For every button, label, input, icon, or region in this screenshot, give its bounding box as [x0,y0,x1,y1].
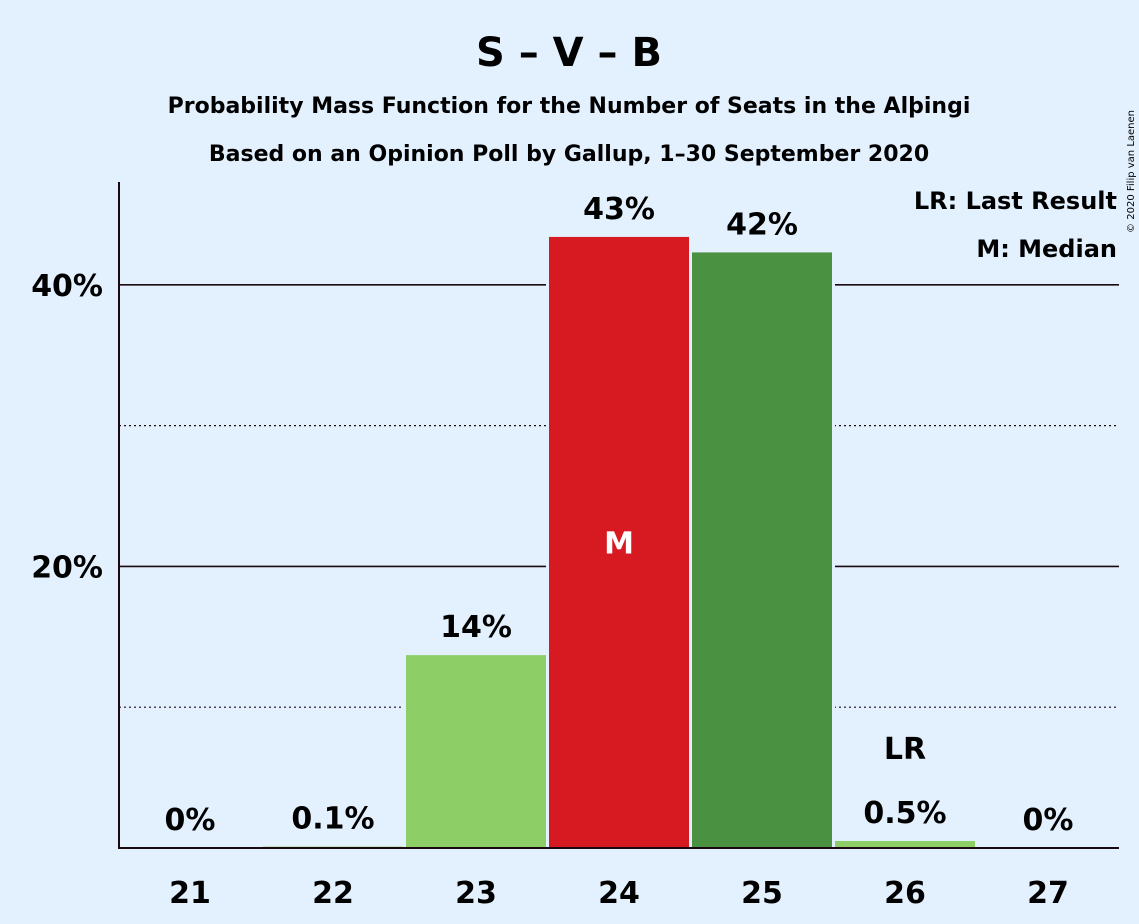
legend-last-result: LR: Last Result [914,187,1117,215]
chart-subtitle-poll: Based on an Opinion Poll by Gallup, 1–30… [209,142,929,167]
bars [260,234,978,849]
x-tick-label: 27 [1027,876,1069,911]
value-label: 0.5% [863,796,946,831]
y-tick-label: 20% [31,550,103,585]
copyright-note: © 2020 Filip van Laenen [1126,110,1137,233]
value-label: 0% [165,803,216,838]
x-tick-label: 21 [169,876,211,911]
labels: 20% 40% 21 0% 22 0.1% 23 14% 24 43% M 25 42% 26 0.5% LR… [31,192,1073,911]
bar-seats-26 [835,840,975,848]
bar-seats-24 [549,236,689,849]
x-tick-label: 23 [455,876,497,911]
value-label: 43% [583,192,655,227]
value-label: 14% [440,610,512,645]
value-label: 0.1% [291,802,374,837]
x-tick-label: 22 [312,876,354,911]
chart-title: S – V – B [476,30,662,76]
x-tick-label: 25 [741,876,783,911]
value-label: 42% [726,207,798,242]
chart-subtitle-method: Probability Mass Function for the Number… [168,94,971,119]
bar-seats-23 [406,655,546,848]
median-marker: M [604,526,634,561]
x-tick-label: 26 [884,876,926,911]
x-tick-label: 24 [598,876,640,911]
bar-seats-25 [692,252,832,848]
value-label: 0% [1023,803,1074,838]
last-result-marker: LR [884,732,926,767]
bar-background [260,844,406,848]
legend-median: M: Median [976,235,1117,263]
y-tick-label: 40% [31,269,103,304]
